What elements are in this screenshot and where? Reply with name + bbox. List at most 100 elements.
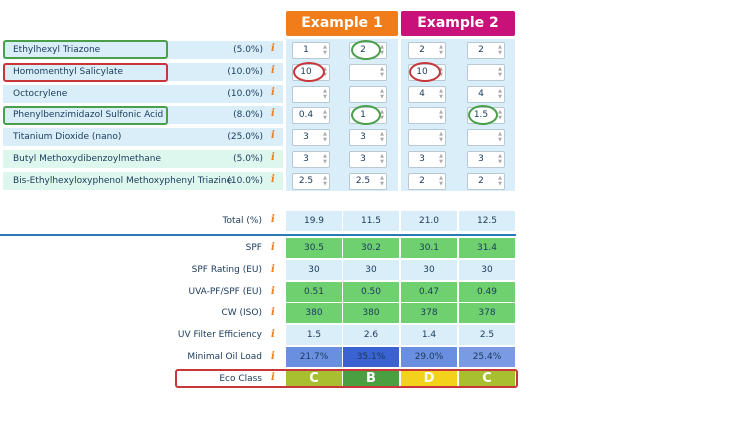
- spinner-arrows-icon[interactable]: ▲ ▼: [323, 44, 327, 56]
- spinner-arrows-icon[interactable]: ▲ ▼: [380, 66, 384, 78]
- info-icon[interactable]: i: [271, 214, 275, 225]
- ingredient-input[interactable]: 3 ▲ ▼: [408, 151, 446, 168]
- ingredient-input[interactable]: 3 ▲ ▼: [292, 151, 330, 168]
- spinner-arrows-icon[interactable]: ▲ ▼: [323, 66, 327, 78]
- spinner-arrows-icon[interactable]: ▲ ▼: [323, 109, 327, 121]
- ingredient-name: Octocrylene: [13, 89, 68, 99]
- spinner-arrows-icon[interactable]: ▲ ▼: [498, 153, 502, 165]
- info-icon[interactable]: i: [271, 351, 275, 362]
- spinner-arrows-icon[interactable]: ▲ ▼: [439, 131, 443, 143]
- ingredient-input[interactable]: 2 ▲ ▼: [408, 173, 446, 190]
- ingredient-percent: (10.0%): [227, 89, 263, 99]
- ingredient-percent: (25.0%): [227, 132, 263, 142]
- info-icon[interactable]: i: [271, 87, 275, 98]
- info-icon[interactable]: i: [271, 372, 275, 383]
- spinner-arrows-icon[interactable]: ▲ ▼: [323, 175, 327, 187]
- spinner-arrows-icon[interactable]: ▲ ▼: [498, 131, 502, 143]
- ingredient-percent: (5.0%): [233, 45, 263, 55]
- ingredient-input[interactable]: 2.5 ▲ ▼: [292, 173, 330, 190]
- ingredient-input[interactable]: 1 ▲ ▼: [292, 42, 330, 59]
- spinner-arrows-icon[interactable]: ▲ ▼: [439, 175, 443, 187]
- spinner-arrows-icon[interactable]: ▲ ▼: [498, 109, 502, 121]
- spinner-arrows-icon[interactable]: ▲ ▼: [380, 88, 384, 100]
- ingredient-input[interactable]: 4 ▲ ▼: [408, 86, 446, 103]
- ingredient-input[interactable]: 2 ▲ ▼: [467, 42, 505, 59]
- section-divider: [0, 234, 516, 236]
- result-cell: 1.4: [401, 325, 457, 345]
- ingredient-input[interactable]: ▲ ▼: [467, 129, 505, 146]
- ingredient-input[interactable]: ▲ ▼: [349, 64, 387, 81]
- result-cell: 380: [343, 303, 399, 323]
- info-icon[interactable]: i: [271, 174, 275, 185]
- ingredient-input[interactable]: 3 ▲ ▼: [349, 129, 387, 146]
- result-cell: 2.6: [343, 325, 399, 345]
- highlight-eco-class-row: [175, 369, 518, 388]
- result-cell: 2.5: [459, 325, 515, 345]
- spinner-arrows-icon[interactable]: ▲ ▼: [498, 66, 502, 78]
- info-icon[interactable]: i: [271, 43, 275, 54]
- spinner-arrows-icon[interactable]: ▲ ▼: [380, 44, 384, 56]
- info-icon[interactable]: i: [271, 329, 275, 340]
- spinner-arrows-icon[interactable]: ▲ ▼: [323, 131, 327, 143]
- spinner-arrows-icon[interactable]: ▲ ▼: [380, 109, 384, 121]
- ingredient-row: Ethylhexyl Triazone (5.0%): [3, 41, 283, 59]
- info-icon[interactable]: i: [271, 286, 275, 297]
- info-icon[interactable]: i: [271, 264, 275, 275]
- spinner-arrows-icon[interactable]: ▲ ▼: [439, 44, 443, 56]
- ingredient-percent: (8.0%): [233, 110, 263, 120]
- spinner-arrows-icon[interactable]: ▲ ▼: [323, 153, 327, 165]
- result-label: SPF: [245, 243, 262, 253]
- ingredient-input[interactable]: 3 ▲ ▼: [349, 151, 387, 168]
- eco-class-label: Eco Class: [219, 374, 262, 384]
- spinner-arrows-icon[interactable]: ▲ ▼: [498, 44, 502, 56]
- result-cell: 30: [401, 260, 457, 280]
- spinner-arrows-icon[interactable]: ▲ ▼: [439, 153, 443, 165]
- ingredient-input[interactable]: ▲ ▼: [349, 86, 387, 103]
- info-icon[interactable]: i: [271, 130, 275, 141]
- info-icon[interactable]: i: [271, 108, 275, 119]
- ingredient-input[interactable]: ▲ ▼: [408, 129, 446, 146]
- ingredient-input[interactable]: ▲ ▼: [408, 107, 446, 124]
- ingredient-input[interactable]: 2.5 ▲ ▼: [349, 173, 387, 190]
- info-icon[interactable]: i: [271, 65, 275, 76]
- ingredient-input[interactable]: 3 ▲ ▼: [467, 151, 505, 168]
- result-label: Minimal Oil Load: [187, 352, 262, 362]
- eco-class-cell: D: [401, 370, 457, 388]
- ingredient-input[interactable]: 2 ▲ ▼: [467, 173, 505, 190]
- info-icon[interactable]: i: [271, 152, 275, 163]
- result-cell: 378: [459, 303, 515, 323]
- example-2-header[interactable]: Example 2: [401, 11, 515, 36]
- spinner-arrows-icon[interactable]: ▲ ▼: [439, 66, 443, 78]
- result-cell: 30.2: [343, 238, 399, 258]
- ingredient-input[interactable]: ▲ ▼: [292, 86, 330, 103]
- ingredient-row: Octocrylene (10.0%): [3, 85, 283, 103]
- spinner-arrows-icon[interactable]: ▲ ▼: [323, 88, 327, 100]
- ingredient-input[interactable]: 3 ▲ ▼: [292, 129, 330, 146]
- example-1-header[interactable]: Example 1: [286, 11, 398, 36]
- info-icon[interactable]: i: [271, 242, 275, 253]
- ingredient-input[interactable]: ▲ ▼: [467, 64, 505, 81]
- spinner-arrows-icon[interactable]: ▲ ▼: [380, 153, 384, 165]
- result-cell: 378: [401, 303, 457, 323]
- result-cell: 35.1%: [343, 347, 399, 367]
- ingredient-percent: (10.0%): [227, 67, 263, 77]
- ingredient-name: Bis-Ethylhexyloxyphenol Methoxyphenyl Tr…: [13, 176, 233, 186]
- spinner-arrows-icon[interactable]: ▲ ▼: [380, 175, 384, 187]
- ingredient-input[interactable]: 0.4 ▲ ▼: [292, 107, 330, 124]
- result-cell: 25.4%: [459, 347, 515, 367]
- spinner-arrows-icon[interactable]: ▲ ▼: [439, 88, 443, 100]
- spinner-arrows-icon[interactable]: ▲ ▼: [498, 175, 502, 187]
- result-cell: 30: [459, 260, 515, 280]
- result-cell: 30: [343, 260, 399, 280]
- total-cell: 11.5: [343, 211, 399, 231]
- info-icon[interactable]: i: [271, 307, 275, 318]
- spinner-arrows-icon[interactable]: ▲ ▼: [498, 88, 502, 100]
- result-cell: 29.0%: [401, 347, 457, 367]
- ingredient-row: Bis-Ethylhexyloxyphenol Methoxyphenyl Tr…: [3, 172, 283, 190]
- spinner-arrows-icon[interactable]: ▲ ▼: [380, 131, 384, 143]
- ingredient-row: Butyl Methoxydibenzoylmethane (5.0%): [3, 150, 283, 168]
- ingredient-name: Phenylbenzimidazol Sulfonic Acid: [13, 110, 164, 120]
- ingredient-input[interactable]: 2 ▲ ▼: [408, 42, 446, 59]
- spinner-arrows-icon[interactable]: ▲ ▼: [439, 109, 443, 121]
- ingredient-input[interactable]: 4 ▲ ▼: [467, 86, 505, 103]
